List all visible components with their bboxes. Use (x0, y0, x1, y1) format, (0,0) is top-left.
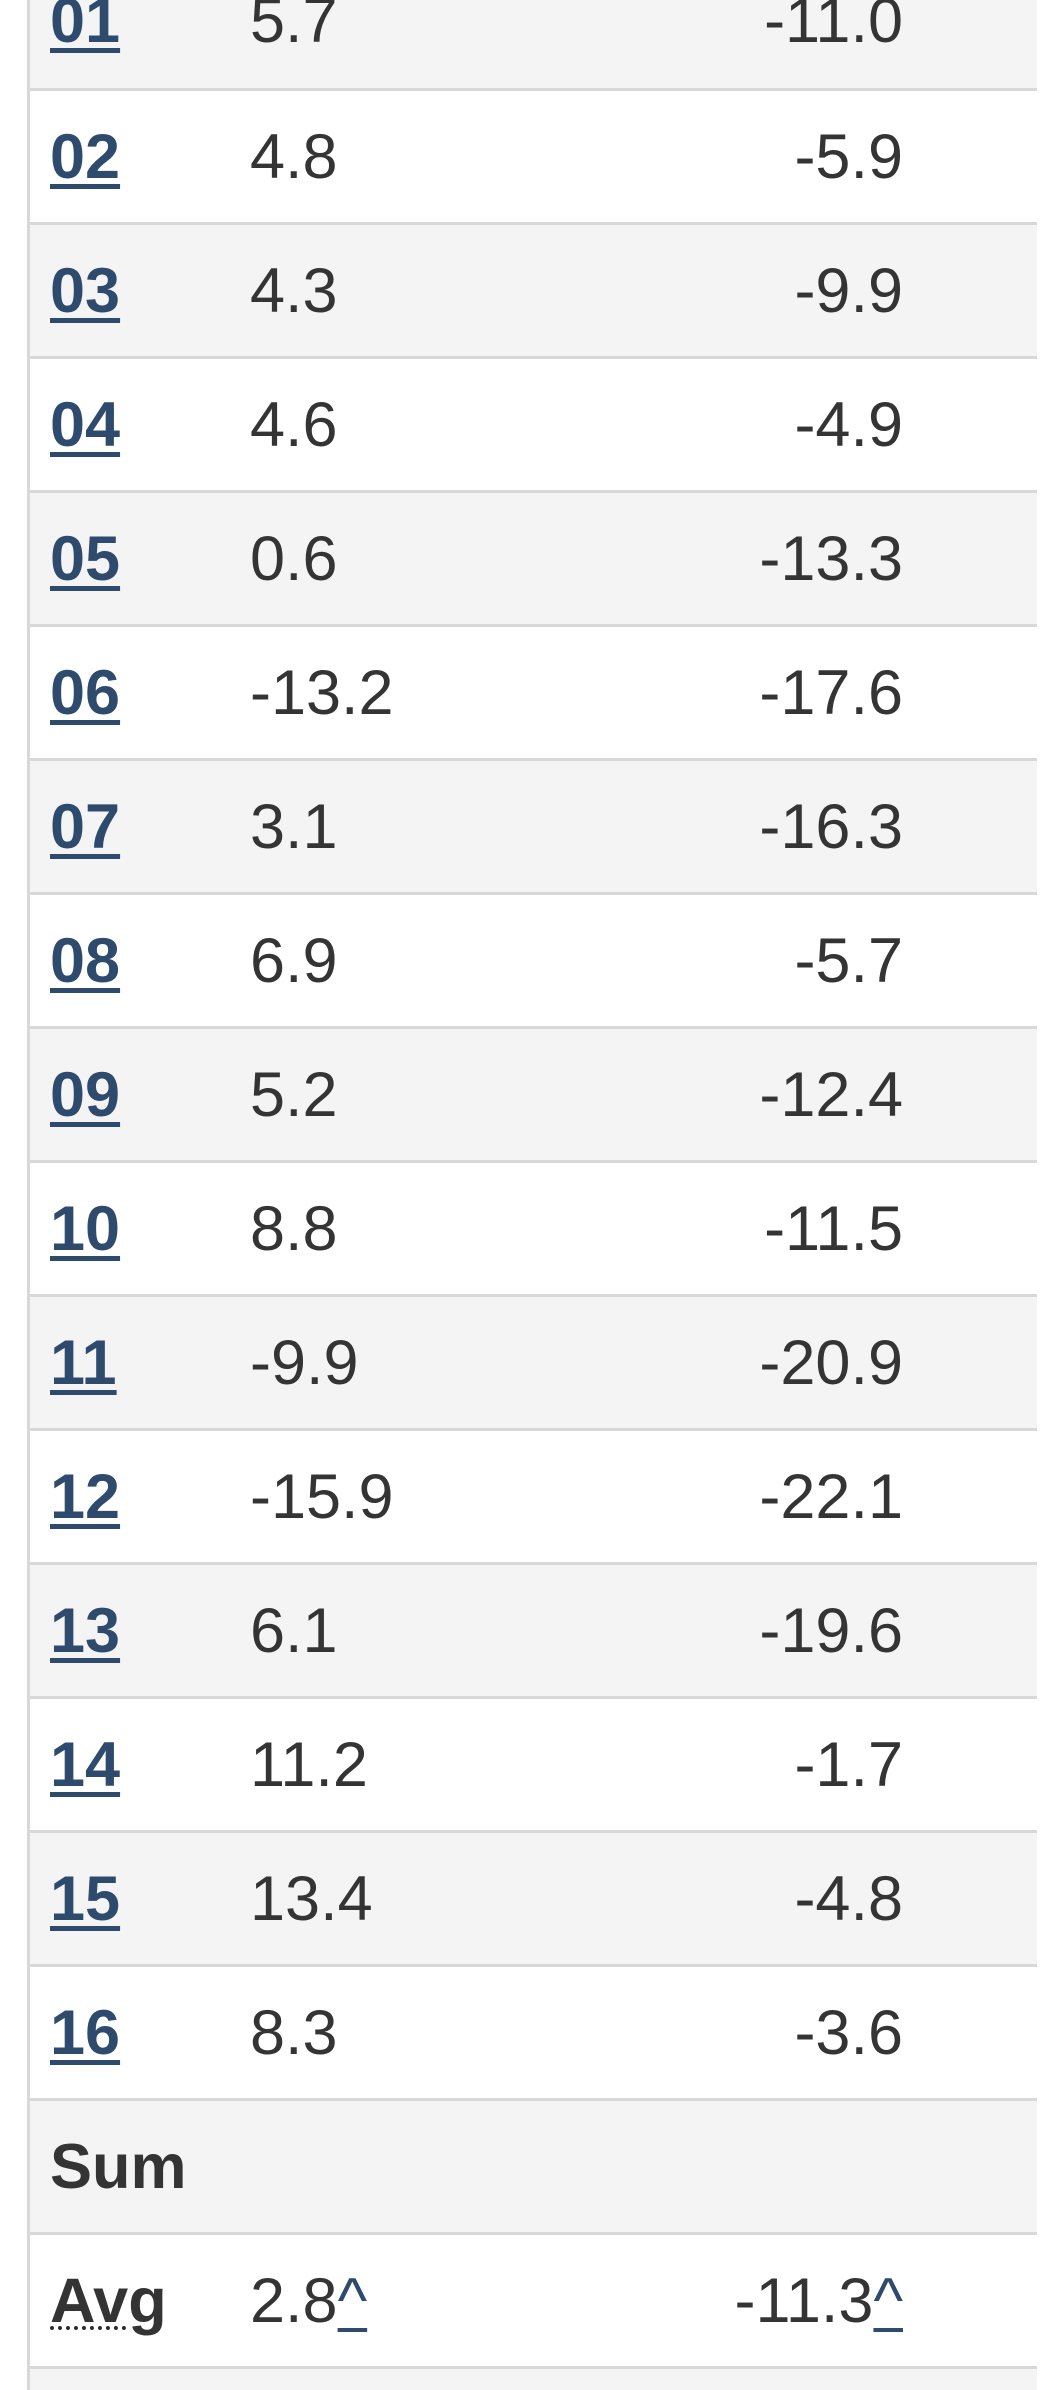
day-link[interactable]: 14 (50, 1729, 121, 1800)
value-cell: 2.8^ (250, 2232, 640, 2366)
row-label-cell: 11 (30, 1294, 250, 1428)
value-cell: 3.1 (250, 758, 640, 892)
table-row: 10 8.8 -11.5 (30, 1160, 1037, 1294)
value-cell: 13.4 (250, 1830, 640, 1964)
avg-label-cell: Avg (30, 2232, 250, 2366)
table-row: 09 5.2 -12.4 (30, 1026, 1037, 1160)
day-link[interactable]: 06 (50, 657, 121, 728)
value-cell: -13.3 (640, 490, 1037, 624)
value-cell: -11.5 (640, 1160, 1037, 1294)
sum-label-cell: Sum (30, 2098, 250, 2232)
value-cell: -1.7 (640, 1696, 1037, 1830)
row-label-cell: 13 (30, 1562, 250, 1696)
day-link[interactable]: 13 (50, 1595, 121, 1666)
value-cell: -9.9 (250, 1294, 640, 1428)
value-cell: -9.9 (640, 222, 1037, 356)
day-link[interactable]: 12 (50, 1461, 121, 1532)
row-label-cell: 16 (30, 1964, 250, 2098)
row-label-cell: 15 (30, 1830, 250, 1964)
day-link[interactable]: 15 (50, 1863, 121, 1934)
day-link[interactable]: 11 (50, 1327, 117, 1398)
sum-row: Sum (30, 2098, 1037, 2232)
table-row: 02 4.8 -5.9 (30, 88, 1037, 222)
day-link[interactable]: 05 (50, 523, 121, 594)
table-row: 06 -13.2 -17.6 (30, 624, 1037, 758)
value-cell: -20.9 (640, 1294, 1037, 1428)
avg-value: -11.3 (734, 2265, 874, 2336)
value-cell: -5.7 (640, 892, 1037, 1026)
footnote-anchor-link[interactable]: ^ (873, 2265, 903, 2336)
value-cell: -4.9 (640, 356, 1037, 490)
day-link[interactable]: 02 (50, 121, 121, 192)
table-row: 04 4.6 -4.9 (30, 356, 1037, 490)
value-cell: -16.3 (640, 758, 1037, 892)
value-cell: -4.8 (640, 1830, 1037, 1964)
row-label-cell: 09 (30, 1026, 250, 1160)
value-cell: -3.6 (640, 1964, 1037, 2098)
value-cell: 0.6 (250, 490, 640, 624)
day-link[interactable]: 08 (50, 925, 121, 996)
value-cell: -11.0 (640, 0, 1037, 88)
value-cell: -22.1 (640, 1428, 1037, 1562)
value-cell (640, 2098, 1037, 2232)
day-link[interactable]: 16 (50, 1997, 121, 2068)
value-cell: 4.6 (250, 356, 640, 490)
row-label-cell: 14 (30, 1696, 250, 1830)
table-row: 03 4.3 -9.9 (30, 222, 1037, 356)
table-row: 08 6.9 -5.7 (30, 892, 1037, 1026)
value-cell: 11.2 (250, 1696, 640, 1830)
sum-label: Sum (50, 2131, 187, 2202)
row-label-cell: 05 (30, 490, 250, 624)
row-label-cell: 07 (30, 758, 250, 892)
value-cell: 8.3 (250, 1964, 640, 2098)
value-cell: -17.6 (640, 624, 1037, 758)
day-link[interactable]: 01 (50, 0, 121, 56)
row-label-cell: 02 (30, 88, 250, 222)
value-cell: -11.3^ (640, 2232, 1037, 2366)
value-cell: 4.3 (250, 222, 640, 356)
value-cell (250, 2098, 640, 2232)
day-link[interactable]: 04 (50, 389, 121, 460)
table-row: 14 11.2 -1.7 (30, 1696, 1037, 1830)
row-label-cell: 10 (30, 1160, 250, 1294)
row-label-cell: 06 (30, 624, 250, 758)
row-label-cell: 03 (30, 222, 250, 356)
table-row: 05 0.6 -13.3 (30, 490, 1037, 624)
table-row: 11 -9.9 -20.9 (30, 1294, 1037, 1428)
day-link[interactable]: 07 (50, 791, 121, 862)
avg-row: Avg 2.8^ -11.3^ (30, 2232, 1037, 2366)
data-table: 01 5.7 -11.0 02 4.8 -5.9 03 4.3 -9.9 04 … (27, 0, 1037, 2390)
footnote-anchor-link[interactable]: ^ (337, 2265, 368, 2336)
value-cell: -19.6 (640, 1562, 1037, 1696)
value-cell: -5.9 (640, 88, 1037, 222)
value-cell: 4.8 (250, 88, 640, 222)
value-cell: 6.1 (250, 1562, 640, 1696)
value-cell: -12.4 (640, 1026, 1037, 1160)
table-row: 15 13.4 -4.8 (30, 1830, 1037, 1964)
value-cell: 5.2 (250, 1026, 640, 1160)
day-link[interactable]: 10 (50, 1193, 121, 1264)
row-label-cell: 04 (30, 356, 250, 490)
row-label-cell: 08 (30, 892, 250, 1026)
table-row-partial (30, 2366, 1037, 2390)
value-cell: 6.9 (250, 892, 640, 1026)
table-row: 13 6.1 -19.6 (30, 1562, 1037, 1696)
table-row: 16 8.3 -3.6 (30, 1964, 1037, 2098)
row-label-cell: 01 (30, 0, 250, 88)
day-link[interactable]: 09 (50, 1059, 121, 1130)
day-link[interactable]: 03 (50, 255, 121, 326)
value-cell: 8.8 (250, 1160, 640, 1294)
avg-abbr: Avg (50, 2265, 167, 2336)
table-row: 07 3.1 -16.3 (30, 758, 1037, 892)
value-cell: 5.7 (250, 0, 640, 88)
table-row: 12 -15.9 -22.1 (30, 1428, 1037, 1562)
value-cell: -15.9 (250, 1428, 640, 1562)
table-row: 01 5.7 -11.0 (30, 0, 1037, 88)
value-cell: -13.2 (250, 624, 640, 758)
row-label-cell: 12 (30, 1428, 250, 1562)
avg-value: 2.8 (250, 2265, 338, 2336)
